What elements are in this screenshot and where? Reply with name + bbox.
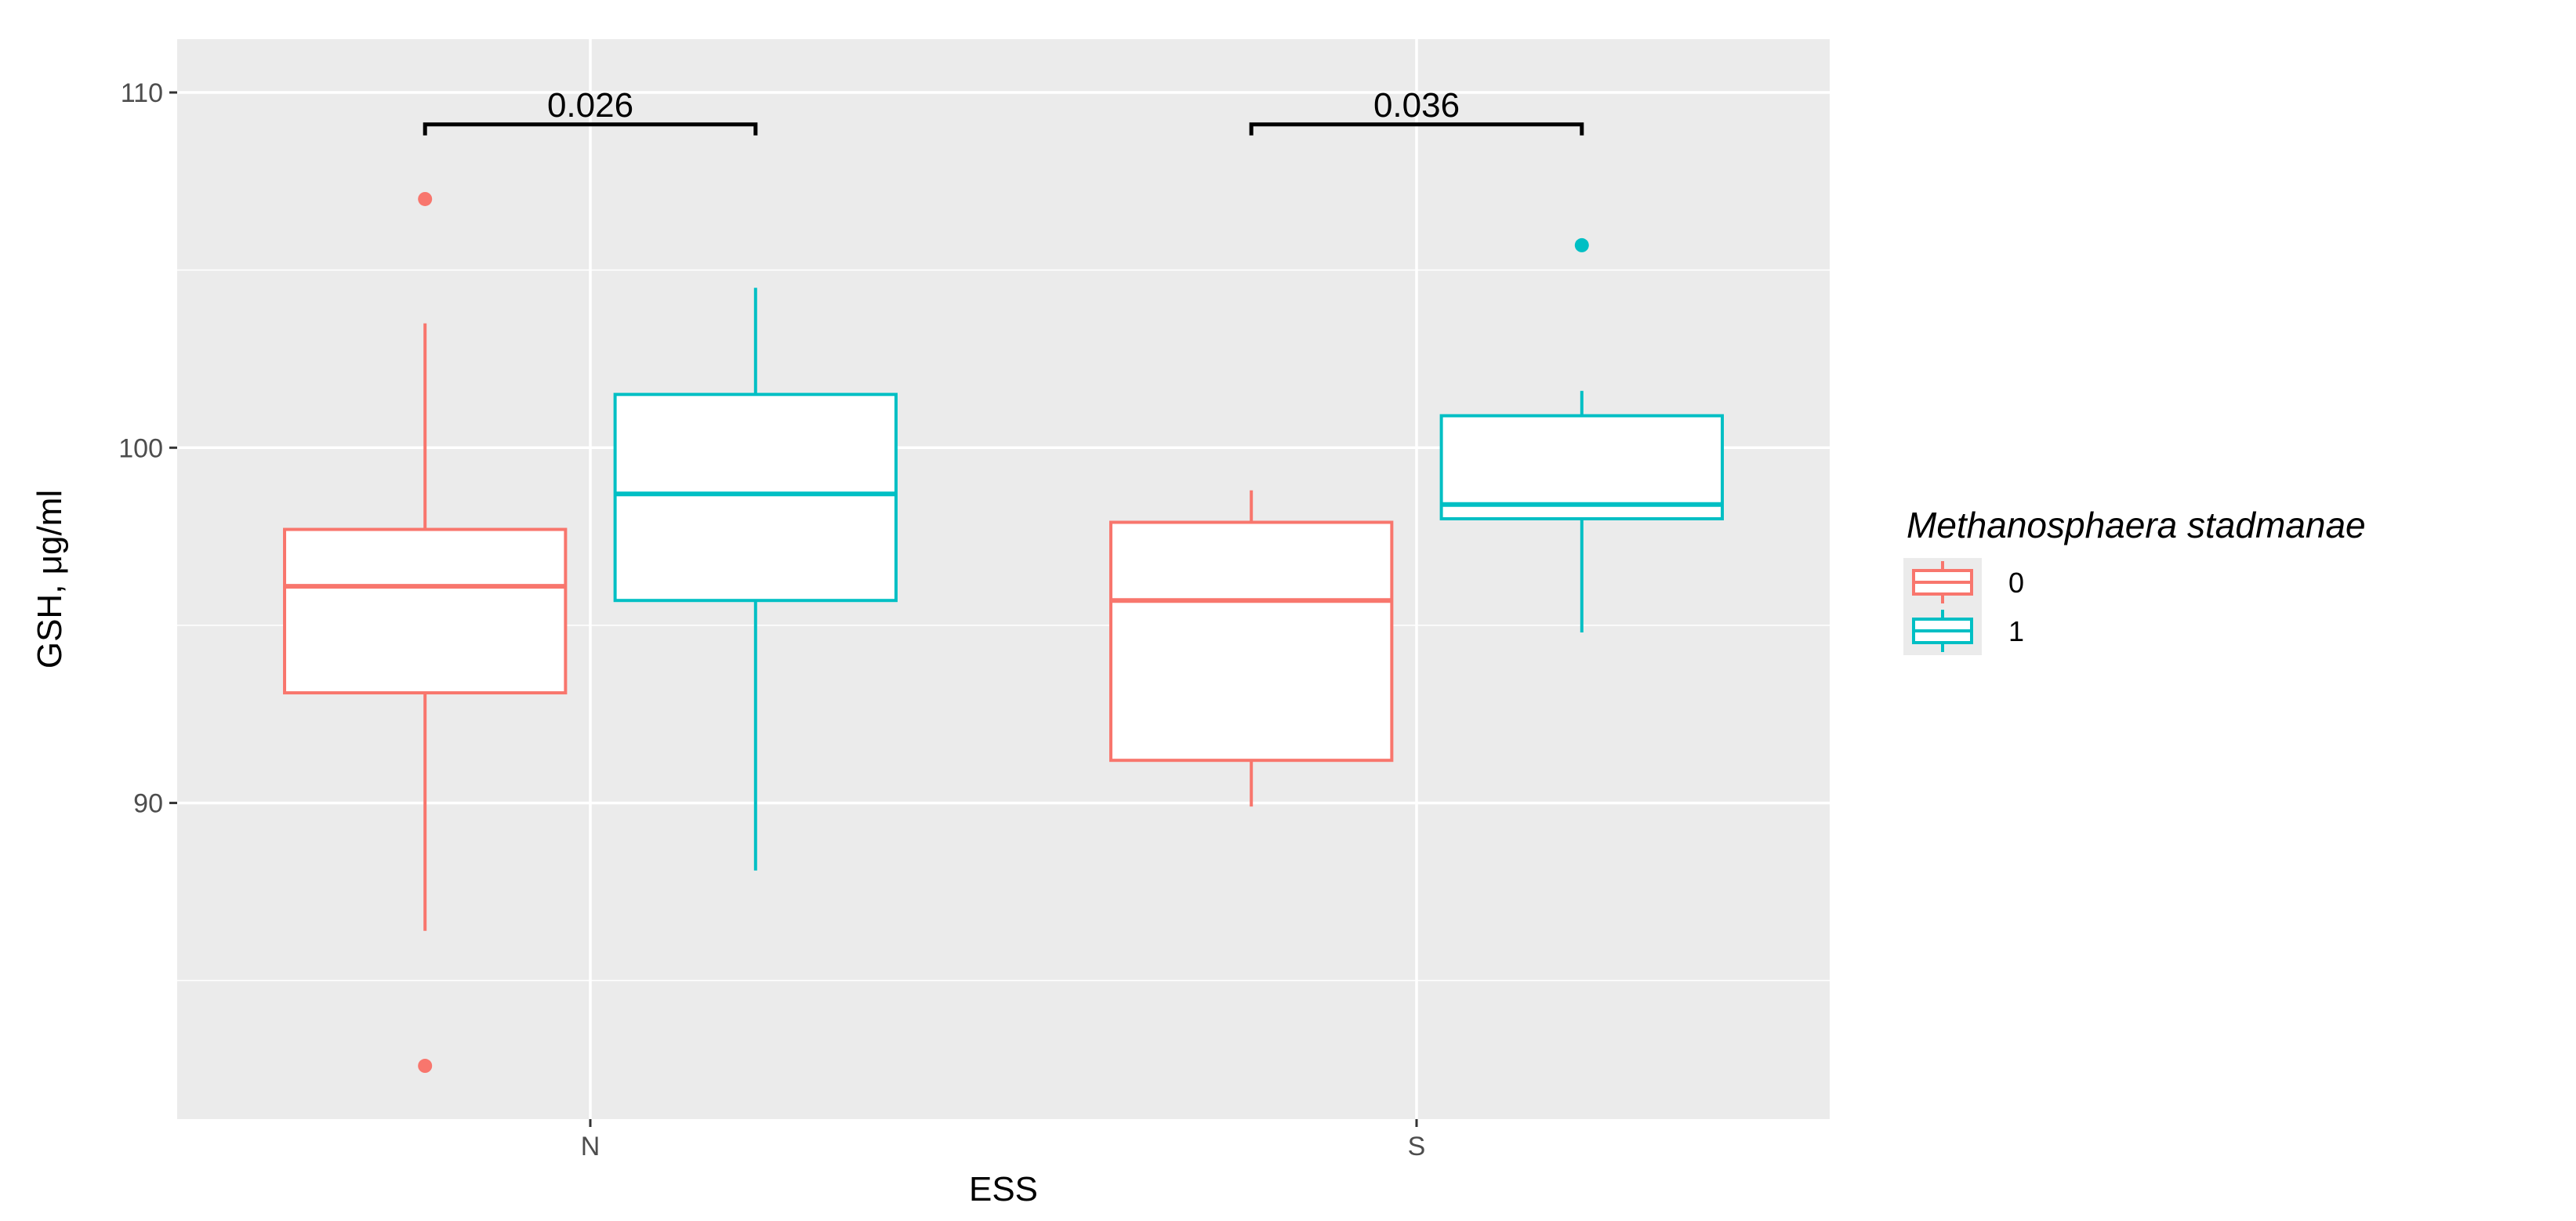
grid-major xyxy=(177,39,1830,1119)
outlier-point xyxy=(1574,237,1589,252)
outlier-point xyxy=(418,191,433,206)
p-value-label: 0.036 xyxy=(1373,86,1460,125)
significance-bracket: 0.036 xyxy=(1249,86,1584,136)
boxes-layer xyxy=(283,191,1724,1074)
iqr-box xyxy=(613,393,898,603)
y-axis-title: GSH, μg/ml xyxy=(31,490,69,668)
legend: Methanosphaera stadmanae 01 xyxy=(1903,505,2366,655)
p-value-label: 0.026 xyxy=(547,86,633,125)
iqr-box xyxy=(283,527,568,695)
box-N-series-1 xyxy=(613,288,898,871)
outlier-point xyxy=(418,1059,433,1074)
significance-bracket: 0.026 xyxy=(423,86,758,136)
x-tick-label: N xyxy=(581,1132,600,1161)
box-S-series-1 xyxy=(1439,237,1724,632)
iqr-box xyxy=(1109,520,1394,763)
legend-label: 1 xyxy=(2008,615,2024,647)
legend-label: 0 xyxy=(2008,567,2024,599)
legend-item-1: 1 xyxy=(1903,607,2024,655)
y-axis: 90 100 110 xyxy=(118,78,177,819)
bracket-line xyxy=(1249,122,1584,136)
y-tick-label: 100 xyxy=(118,433,163,463)
box-S-series-0 xyxy=(1109,490,1394,807)
x-tick-label: S xyxy=(1408,1132,1426,1161)
y-tick-label: 90 xyxy=(133,789,163,819)
legend-title: Methanosphaera stadmanae xyxy=(1907,505,2366,545)
bracket-line xyxy=(423,122,758,136)
annotations-layer: 0.026 0.036 xyxy=(423,86,1584,136)
legend-items: 01 xyxy=(1903,558,2024,655)
iqr-box xyxy=(1439,414,1724,520)
box-N-series-0 xyxy=(283,191,568,1074)
y-tick-label: 110 xyxy=(121,78,163,108)
x-axis-title: ESS xyxy=(969,1170,1038,1208)
legend-item-0: 0 xyxy=(1903,558,2024,607)
